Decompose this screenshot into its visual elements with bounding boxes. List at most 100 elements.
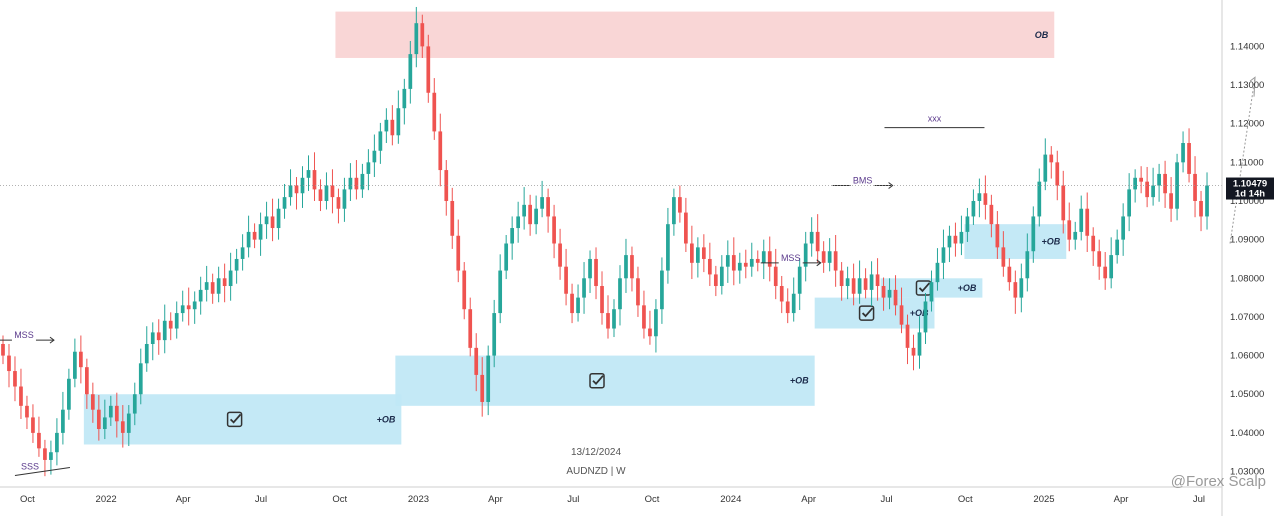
y-tick-label: 1.04000 [1230, 428, 1264, 439]
candle-body [168, 320, 173, 329]
candle-body [216, 278, 221, 294]
candle-body [618, 278, 622, 310]
candle-body [306, 170, 311, 178]
candle-body [917, 332, 922, 356]
y-tick-label: 1.13000 [1230, 80, 1264, 91]
candle-body [1193, 173, 1197, 201]
x-tick-label: Oct [645, 494, 660, 505]
y-tick-label: 1.09000 [1230, 235, 1264, 246]
candle-body [743, 262, 748, 267]
candle-body [73, 351, 77, 379]
candle-body [144, 343, 149, 364]
candle-body [570, 293, 574, 314]
overlay-lines [0, 76, 1256, 244]
candle-body [486, 355, 491, 402]
candle-body [707, 258, 712, 275]
candle-body [1013, 282, 1018, 298]
zone-label-4: +OB [958, 283, 977, 293]
check-icon [592, 375, 604, 386]
candle-body [150, 332, 155, 344]
arrow-icon [816, 259, 822, 267]
candle-body [600, 286, 604, 314]
y-tick-label: 1.05000 [1230, 389, 1264, 400]
candle-body [779, 286, 784, 302]
x-tick-label: Oct [958, 494, 973, 505]
candle-body [1127, 189, 1132, 217]
price-axis[interactable]: 1.14000 1.13000 1.12000 1.11000 1.10000 1.090… [1221, 0, 1274, 516]
candle-body [1055, 162, 1060, 186]
x-tick-label: Jul [1193, 494, 1205, 505]
candle-body [821, 251, 826, 263]
countdown-label: 1d 14h [1235, 189, 1265, 200]
candle-body [480, 374, 485, 402]
candle-body [324, 185, 329, 201]
candle-body [354, 177, 359, 190]
candle-body [132, 394, 137, 414]
candle-body [1181, 143, 1185, 163]
candle-body [228, 270, 233, 287]
candle-body [983, 193, 988, 205]
candle-body [558, 243, 562, 267]
candle-body [725, 255, 730, 267]
candle-body [845, 278, 850, 287]
candle-body [977, 193, 982, 201]
candle-body [288, 185, 293, 198]
candle-body [420, 23, 425, 47]
check-icon [918, 282, 931, 293]
candle-body [462, 270, 467, 310]
candle-body [504, 243, 509, 271]
candle-body [959, 231, 964, 244]
candle-body [444, 170, 449, 201]
candle-body [791, 293, 796, 314]
candle-body [396, 108, 401, 136]
annotation-1: SSS [21, 462, 39, 472]
candle-body [234, 258, 239, 271]
candle-body [660, 270, 664, 310]
x-tick-label: Oct [332, 494, 347, 505]
candle-body [192, 301, 197, 310]
candle-body [294, 185, 299, 194]
candle-body [755, 258, 760, 263]
candle-body [282, 197, 287, 209]
candle-body [713, 274, 718, 287]
candle-body [49, 452, 53, 460]
candle-body [1019, 278, 1024, 298]
annotation-3: BMS [853, 176, 873, 186]
time-axis[interactable]: Oct 2022 Apr Jul Oct 2023 Apr Jul Oct 2024 Apr Jul O… [0, 486, 1222, 505]
candle-body [588, 258, 592, 279]
candle-body [947, 235, 952, 248]
footer-date: 13/12/2024 [571, 447, 621, 458]
price-label: 1.10479 [1233, 179, 1267, 190]
candle-body [67, 378, 71, 410]
candle-body [252, 231, 257, 240]
candle-body [809, 231, 814, 244]
candle-body [869, 274, 874, 290]
check-icon [861, 307, 874, 318]
candle-body [210, 282, 215, 294]
candle-body [1121, 216, 1126, 240]
candle-body [701, 247, 706, 259]
candle-body [162, 320, 167, 341]
candle-body [839, 270, 844, 287]
candle-body [971, 200, 976, 217]
candle-body [498, 270, 503, 314]
candle-body [546, 197, 550, 217]
price-label-box [1226, 177, 1274, 200]
candle-body [318, 189, 323, 201]
candle-body [31, 417, 35, 433]
candle-body [1187, 143, 1191, 174]
candle-body [594, 258, 598, 287]
candle-body [1067, 220, 1072, 240]
candle-body [851, 278, 856, 294]
candle-body [803, 243, 808, 267]
y-tick-label: 1.11000 [1230, 157, 1264, 168]
x-tick-label: 2023 [408, 494, 429, 505]
candle-body [875, 274, 880, 287]
candle-body [1157, 173, 1161, 186]
x-tick-label: Jul [567, 494, 579, 505]
zone-1 [83, 394, 402, 445]
check-icon [226, 411, 243, 428]
candle-body [899, 305, 904, 325]
candle-body [240, 247, 245, 259]
